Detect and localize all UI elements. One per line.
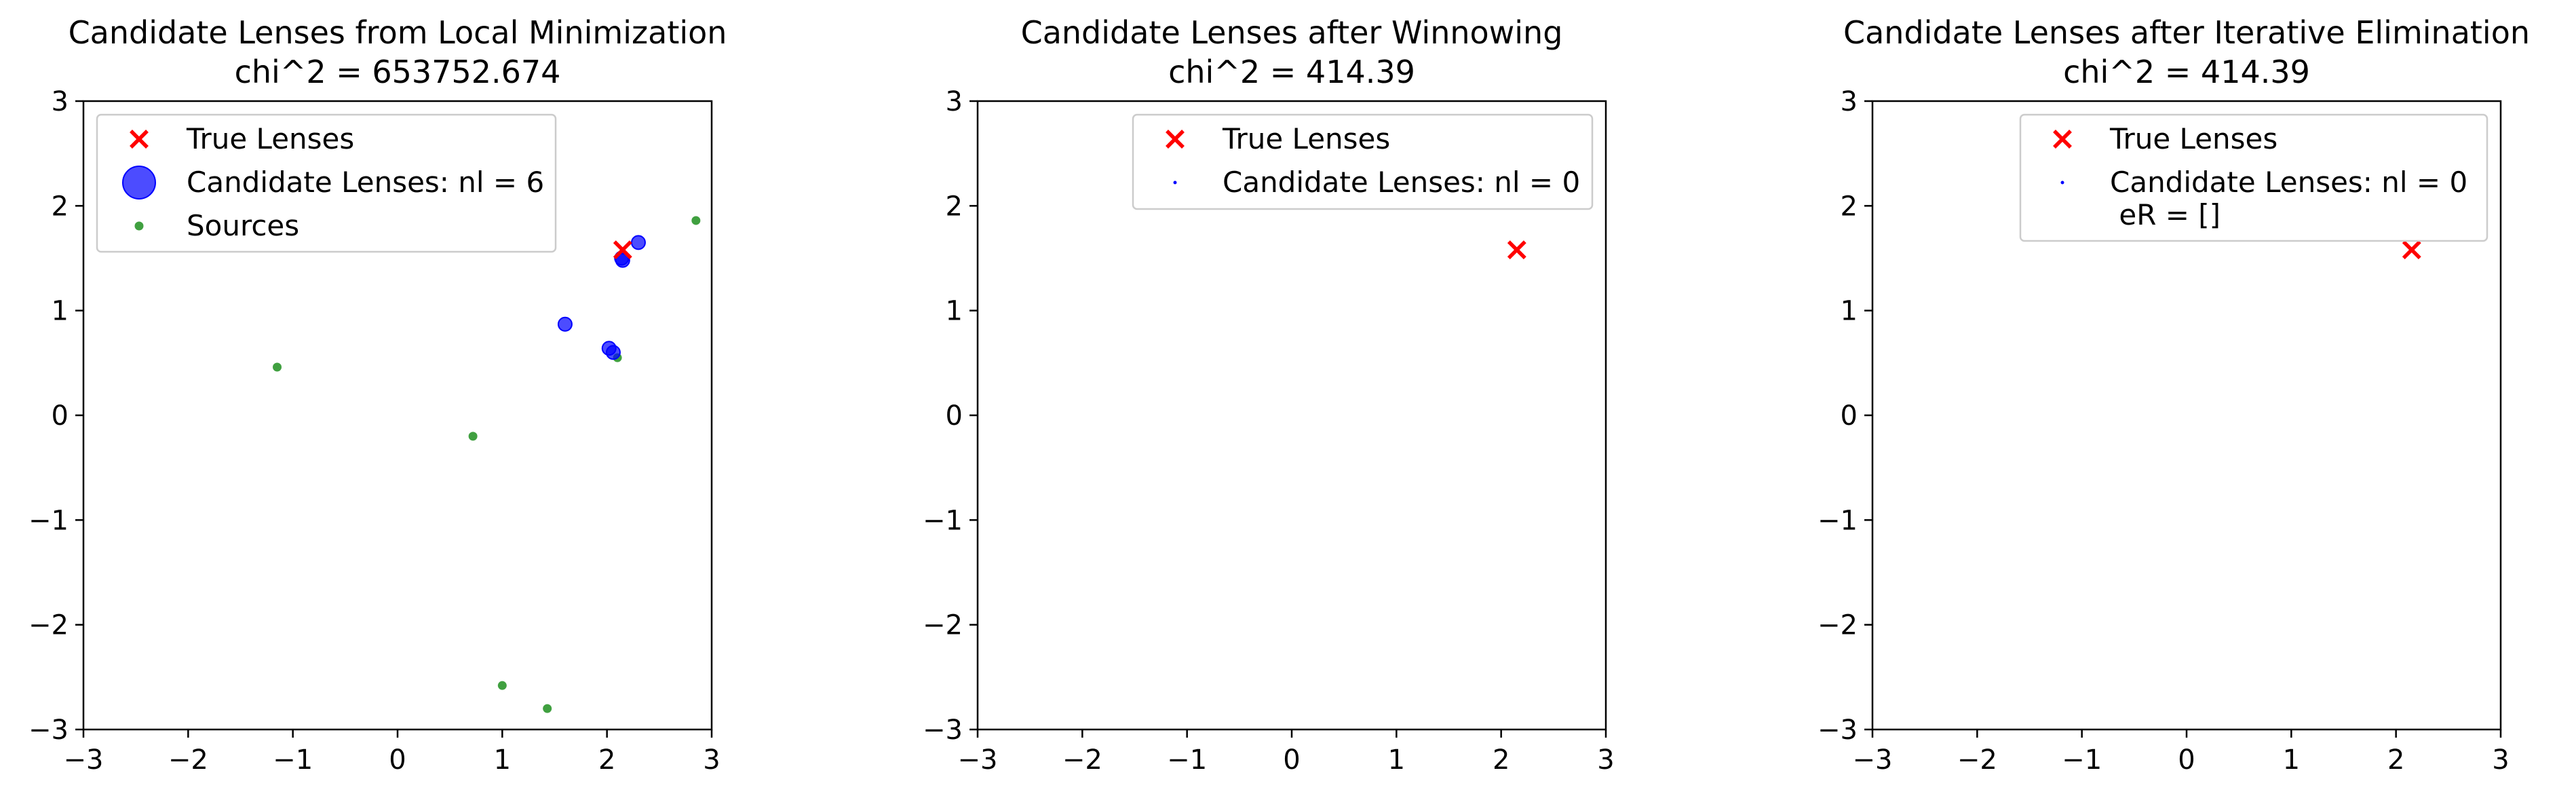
- chart-title: Candidate Lenses after Iterative Elimina…: [1843, 14, 2530, 51]
- x-tick-label: 2: [1493, 744, 1510, 776]
- x-tick-label: 1: [1388, 744, 1405, 776]
- legend-box: [1132, 113, 1594, 210]
- x-tick-label: 2: [2387, 744, 2404, 776]
- x-tick-label: −2: [1957, 744, 1997, 776]
- source-point: [691, 216, 701, 225]
- legend-box: [2019, 113, 2488, 242]
- legend-marker: [130, 130, 149, 149]
- x-tick-label: −1: [2062, 744, 2102, 776]
- x-tick-label: 1: [2283, 744, 2300, 776]
- source-point: [273, 362, 282, 372]
- x-tick-label: −2: [168, 744, 208, 776]
- candidate-lens-point: [605, 345, 621, 360]
- y-tick-label: 3: [1841, 86, 1858, 117]
- y-tick-label: 0: [1841, 400, 1858, 432]
- chart-title: Candidate Lenses from Local Minimization: [69, 14, 727, 51]
- y-tick-label: −3: [28, 715, 69, 746]
- legend: True Lenses Candidate Lenses: nl = 0 eR =…: [2019, 113, 2488, 242]
- x-tick-label: −2: [1062, 744, 1102, 776]
- true-lens-marker: [613, 240, 632, 260]
- data-points: [2402, 240, 2421, 260]
- subplot-3: Candidate Lenses after Iterative Elimina…: [1818, 14, 2530, 776]
- y-tick-label: 2: [52, 191, 69, 222]
- chart-subtitle: chi^2 = 414.39: [1168, 54, 1415, 90]
- x-tick-label: 1: [494, 744, 511, 776]
- x-tick-label: −3: [64, 744, 104, 776]
- y-tick-label: 0: [946, 400, 963, 432]
- y-tick-label: 2: [946, 191, 963, 222]
- true-lens-marker: [2402, 240, 2421, 260]
- y-tick-label: −3: [1818, 715, 1858, 746]
- y-tick-label: 1: [1841, 296, 1858, 327]
- data-points: [273, 216, 701, 713]
- x-tick-label: 3: [2492, 744, 2509, 776]
- legend: True Lenses Candidate Lenses: nl = 0: [1132, 113, 1594, 210]
- x-tick-label: −1: [1167, 744, 1207, 776]
- y-tick-label: −1: [1818, 505, 1858, 536]
- legend-marker: [2060, 181, 2064, 185]
- y-tick-label: −2: [1818, 610, 1858, 641]
- x-tick-label: −3: [1853, 744, 1893, 776]
- x-tick-label: 3: [1597, 744, 1614, 776]
- legend-box: [96, 113, 557, 253]
- legend-marker: [1166, 130, 1185, 149]
- subplot-1: Candidate Lenses from Local Minimization…: [28, 14, 727, 776]
- x-tick-label: −1: [273, 744, 313, 776]
- legend-marker: [134, 221, 144, 231]
- chart-subtitle: chi^2 = 414.39: [2063, 54, 2310, 90]
- candidate-lens-point: [630, 235, 646, 250]
- legend: True Lenses Candidate Lenses: nl = 6 Sourc…: [96, 113, 557, 253]
- y-tick-label: −2: [923, 610, 963, 641]
- y-tick-label: −3: [923, 715, 963, 746]
- data-points: [1507, 240, 1526, 260]
- chart-title: Candidate Lenses after Winnowing: [1021, 14, 1563, 51]
- x-tick-label: 3: [703, 744, 720, 776]
- x-tick-label: 0: [1283, 744, 1300, 776]
- y-tick-label: 3: [52, 86, 69, 117]
- y-tick-label: −2: [28, 610, 69, 641]
- legend-label: True Lenses: [1222, 122, 1390, 155]
- x-tick-label: −3: [958, 744, 998, 776]
- legend-marker: [2053, 130, 2072, 149]
- x-tick-label: 0: [2178, 744, 2195, 776]
- source-point: [468, 432, 478, 441]
- y-tick-label: −1: [923, 505, 963, 536]
- legend-label: True Lenses: [2109, 122, 2277, 155]
- candidate-lens-point: [557, 316, 573, 332]
- legend-label-line2: eR = []: [2110, 198, 2221, 231]
- legend-label: Candidate Lenses: nl = 0: [2110, 166, 2467, 199]
- legend-label: Sources: [187, 209, 299, 242]
- source-point: [497, 681, 507, 690]
- legend-label: Candidate Lenses: nl = 0: [1223, 166, 1580, 199]
- legend-marker: [122, 166, 156, 200]
- y-tick-label: 2: [1841, 191, 1858, 222]
- y-tick-label: −1: [28, 505, 69, 536]
- y-tick-label: 1: [52, 296, 69, 327]
- true-lens-marker: [1507, 240, 1526, 260]
- source-point: [543, 704, 552, 713]
- y-tick-label: 1: [946, 296, 963, 327]
- y-tick-label: 0: [52, 400, 69, 432]
- legend-label: True Lenses: [186, 122, 354, 155]
- x-tick-label: 2: [598, 744, 615, 776]
- x-tick-label: 0: [389, 744, 406, 776]
- legend-label: Candidate Lenses: nl = 6: [187, 166, 544, 199]
- legend-marker: [1173, 181, 1177, 185]
- chart-subtitle: chi^2 = 653752.674: [235, 54, 561, 90]
- y-tick-label: 3: [946, 86, 963, 117]
